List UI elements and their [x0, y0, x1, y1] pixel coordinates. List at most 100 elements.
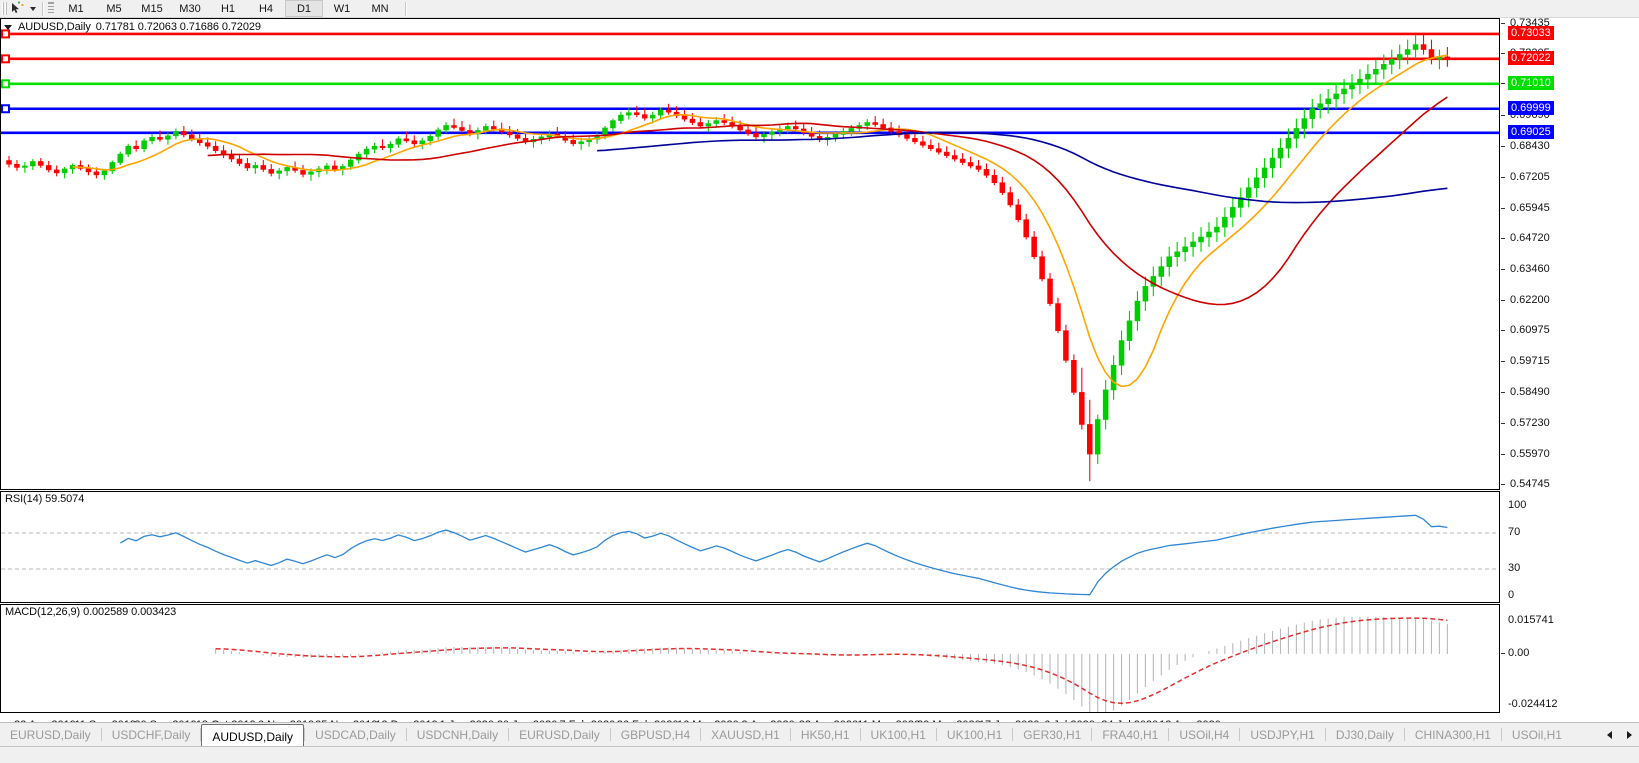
chart-tab-audusd-daily[interactable]: AUDUSD,Daily [201, 724, 305, 749]
price-tick-mark [1501, 23, 1505, 24]
chart-tab-china300-h1[interactable]: CHINA300,H1 [1414, 727, 1491, 742]
tab-divider [405, 728, 407, 741]
tab-divider [700, 728, 702, 741]
candle-body [244, 163, 251, 169]
candle-body [912, 138, 918, 143]
candle-body [1142, 286, 1149, 302]
candle-body [785, 126, 791, 130]
timeframe-button-m5[interactable]: M5 [106, 2, 122, 15]
candle-body [189, 134, 195, 140]
candle-body [1388, 59, 1395, 65]
candle-body [363, 148, 370, 155]
candle-body [173, 131, 179, 137]
price-tick-label: 0.68430 [1510, 140, 1550, 153]
candle-body [737, 125, 743, 131]
tab-divider [508, 728, 510, 741]
candle-body [1381, 64, 1387, 70]
chevron-down-icon[interactable] [26, 1, 39, 16]
timeframe-button-m1[interactable]: M1 [68, 2, 84, 15]
price-level-badge[interactable]: 0.69999 [1508, 100, 1554, 115]
price-level-badge[interactable]: 0.72022 [1508, 50, 1554, 65]
chart-tab-dj30-daily[interactable]: DJ30,Daily [1335, 727, 1394, 742]
chart-tab-usoil-h4[interactable]: USOil,H4 [1179, 727, 1230, 742]
candle-body [347, 159, 354, 167]
candle-body [769, 131, 775, 135]
toolbar-grip[interactable] [2, 2, 7, 15]
candle-body [403, 138, 410, 142]
chart-tab-xauusd-h1[interactable]: XAUUSD,H1 [711, 727, 780, 742]
candle-body [1269, 157, 1276, 169]
candle-body [1404, 49, 1411, 55]
tab-divider [935, 728, 937, 741]
candle-body [133, 145, 139, 149]
arrow-right-icon[interactable] [1624, 727, 1635, 743]
candle-body [1015, 204, 1022, 221]
chart-window[interactable]: AUDUSD,Daily 0.71781 0.72063 0.71686 0.7… [0, 17, 1639, 737]
candle-body [936, 148, 942, 153]
support-line-069999-handle[interactable] [1, 104, 10, 114]
timeframe-button-mn[interactable]: MN [371, 2, 389, 15]
chart-tab-gbpusd-h4[interactable]: GBPUSD,H4 [620, 727, 691, 742]
chart-toolbar: M1 M5 M15 M30 H1 H4 D1 W1 MN [0, 0, 1639, 18]
resistance-line-073033-handle[interactable] [1, 29, 10, 39]
chart-tab-usoil-h1[interactable]: USOil,H1 [1511, 727, 1562, 742]
rsi-pane[interactable]: RSI(14) 59.5074 [0, 491, 1500, 603]
crosshair-cursor-icon[interactable] [8, 1, 26, 16]
timeframe-button-m30[interactable]: M30 [179, 2, 201, 15]
candle-body [45, 165, 52, 171]
macd-chart-canvas [215, 616, 1448, 712]
candle-body [490, 126, 497, 130]
chart-tab-hk50-h1[interactable]: HK50,H1 [800, 727, 850, 742]
price-tick-mark [1501, 330, 1505, 332]
chart-tab-fra40-h1[interactable]: FRA40,H1 [1102, 727, 1159, 742]
chart-tab-usdcad-daily[interactable]: USDCAD,Daily [315, 727, 396, 742]
candle-body [1031, 236, 1037, 258]
chart-tab-eurusd-daily[interactable]: EURUSD,Daily [10, 727, 91, 742]
price-level-badge[interactable]: 0.71010 [1508, 75, 1554, 90]
chart-tab-usdcnh-daily[interactable]: USDCNH,Daily [416, 727, 499, 742]
candle-body [1071, 360, 1077, 393]
rsi-tick-label: 30 [1508, 562, 1521, 574]
price-pane[interactable]: AUDUSD,Daily 0.71781 0.72063 0.71686 0.7… [0, 18, 1500, 490]
candle-body [1373, 68, 1379, 75]
price-scale[interactable]: 0.734350.722050.710100.696900.684300.672… [1500, 17, 1639, 713]
chart-tab-ger30-h1[interactable]: GER30,H1 [1023, 727, 1082, 742]
candle-body [649, 114, 656, 119]
candle-body [880, 124, 886, 129]
timeframe-button-h4[interactable]: H4 [258, 2, 274, 15]
price-level-badge[interactable]: 0.69025 [1508, 124, 1554, 139]
price-tick-label: 0.63460 [1510, 263, 1550, 276]
candle-body [1007, 192, 1014, 206]
candle-body [1309, 108, 1316, 119]
candle-body [93, 171, 100, 176]
timeframe-button-w1[interactable]: W1 [333, 2, 351, 15]
price-level-badge[interactable]: 0.73033 [1508, 25, 1554, 40]
candle-body [610, 120, 616, 129]
tab-divider [1324, 728, 1326, 741]
price-tick-mark [1501, 484, 1505, 485]
chart-tab-usdjpy-h1[interactable]: USDJPY,H1 [1250, 727, 1315, 742]
macd-pane[interactable]: MACD(12,26,9) 0.002589 0.003423 [0, 604, 1500, 713]
candle-body [1063, 330, 1069, 361]
candle-body [999, 182, 1006, 193]
timeframe-button-m15[interactable]: M15 [141, 2, 163, 15]
candle-body [808, 132, 815, 137]
pivot-line-071010-handle[interactable] [1, 79, 10, 89]
chart-tab-uk100-h1[interactable]: UK100,H1 [946, 727, 1003, 742]
candle-body [1174, 251, 1180, 258]
candle-body [1102, 389, 1109, 420]
toolbar-grip-2[interactable] [47, 2, 55, 15]
chart-tab-usdchf-daily[interactable]: USDCHF,Daily [111, 727, 191, 742]
arrow-left-icon[interactable] [1604, 727, 1615, 743]
caret-down-icon[interactable] [4, 24, 12, 30]
timeframe-button-h1[interactable]: H1 [220, 2, 236, 15]
chart-tab-uk100-h1[interactable]: UK100,H1 [870, 727, 926, 742]
timeframe-button-d1[interactable]: D1 [285, 0, 323, 17]
price-tick-label: 0.55970 [1510, 447, 1550, 460]
chart-tab-eurusd-daily[interactable]: EURUSD,Daily [519, 727, 600, 742]
resistance-line-072022-handle[interactable] [1, 54, 10, 64]
candle-body [443, 125, 449, 131]
candle-body [459, 127, 465, 131]
price-pane-header: AUDUSD,Daily 0.71781 0.72063 0.71686 0.7… [4, 21, 261, 33]
candle-body [157, 137, 163, 140]
